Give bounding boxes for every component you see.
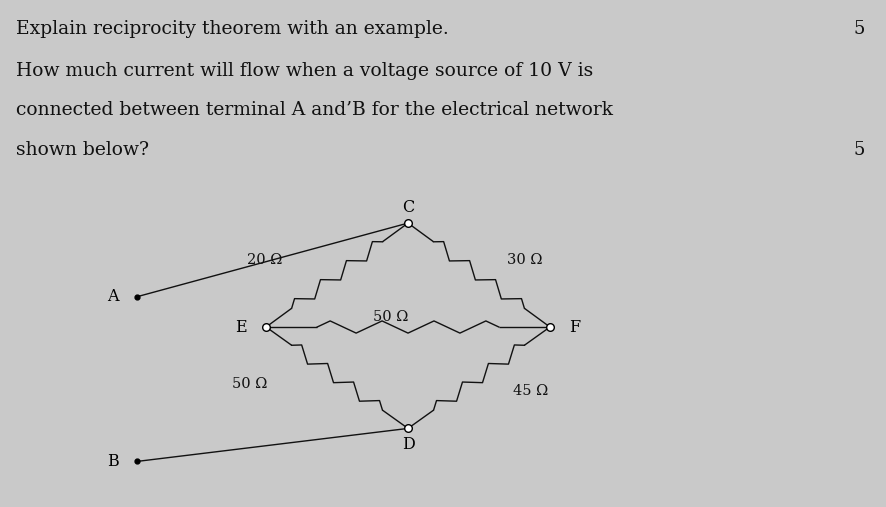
- Text: shown below?: shown below?: [16, 141, 149, 159]
- Text: How much current will flow when a voltage source of 10 V is: How much current will flow when a voltag…: [16, 62, 593, 80]
- Text: E: E: [235, 318, 247, 336]
- Text: F: F: [569, 318, 579, 336]
- Text: 45 Ω: 45 Ω: [512, 384, 548, 399]
- Text: 5: 5: [852, 20, 864, 39]
- Text: A: A: [107, 288, 118, 305]
- Text: Explain reciprocity theorem with an example.: Explain reciprocity theorem with an exam…: [16, 20, 448, 39]
- Text: 50 Ω: 50 Ω: [372, 310, 408, 324]
- Text: C: C: [401, 199, 414, 216]
- Text: connected between terminal A and’B for the electrical network: connected between terminal A and’B for t…: [16, 101, 612, 120]
- Text: 20 Ω: 20 Ω: [246, 252, 282, 267]
- Text: 50 Ω: 50 Ω: [232, 377, 268, 391]
- Text: B: B: [106, 453, 119, 470]
- Text: D: D: [401, 436, 414, 453]
- Text: 5: 5: [852, 141, 864, 159]
- Text: 30 Ω: 30 Ω: [507, 252, 542, 267]
